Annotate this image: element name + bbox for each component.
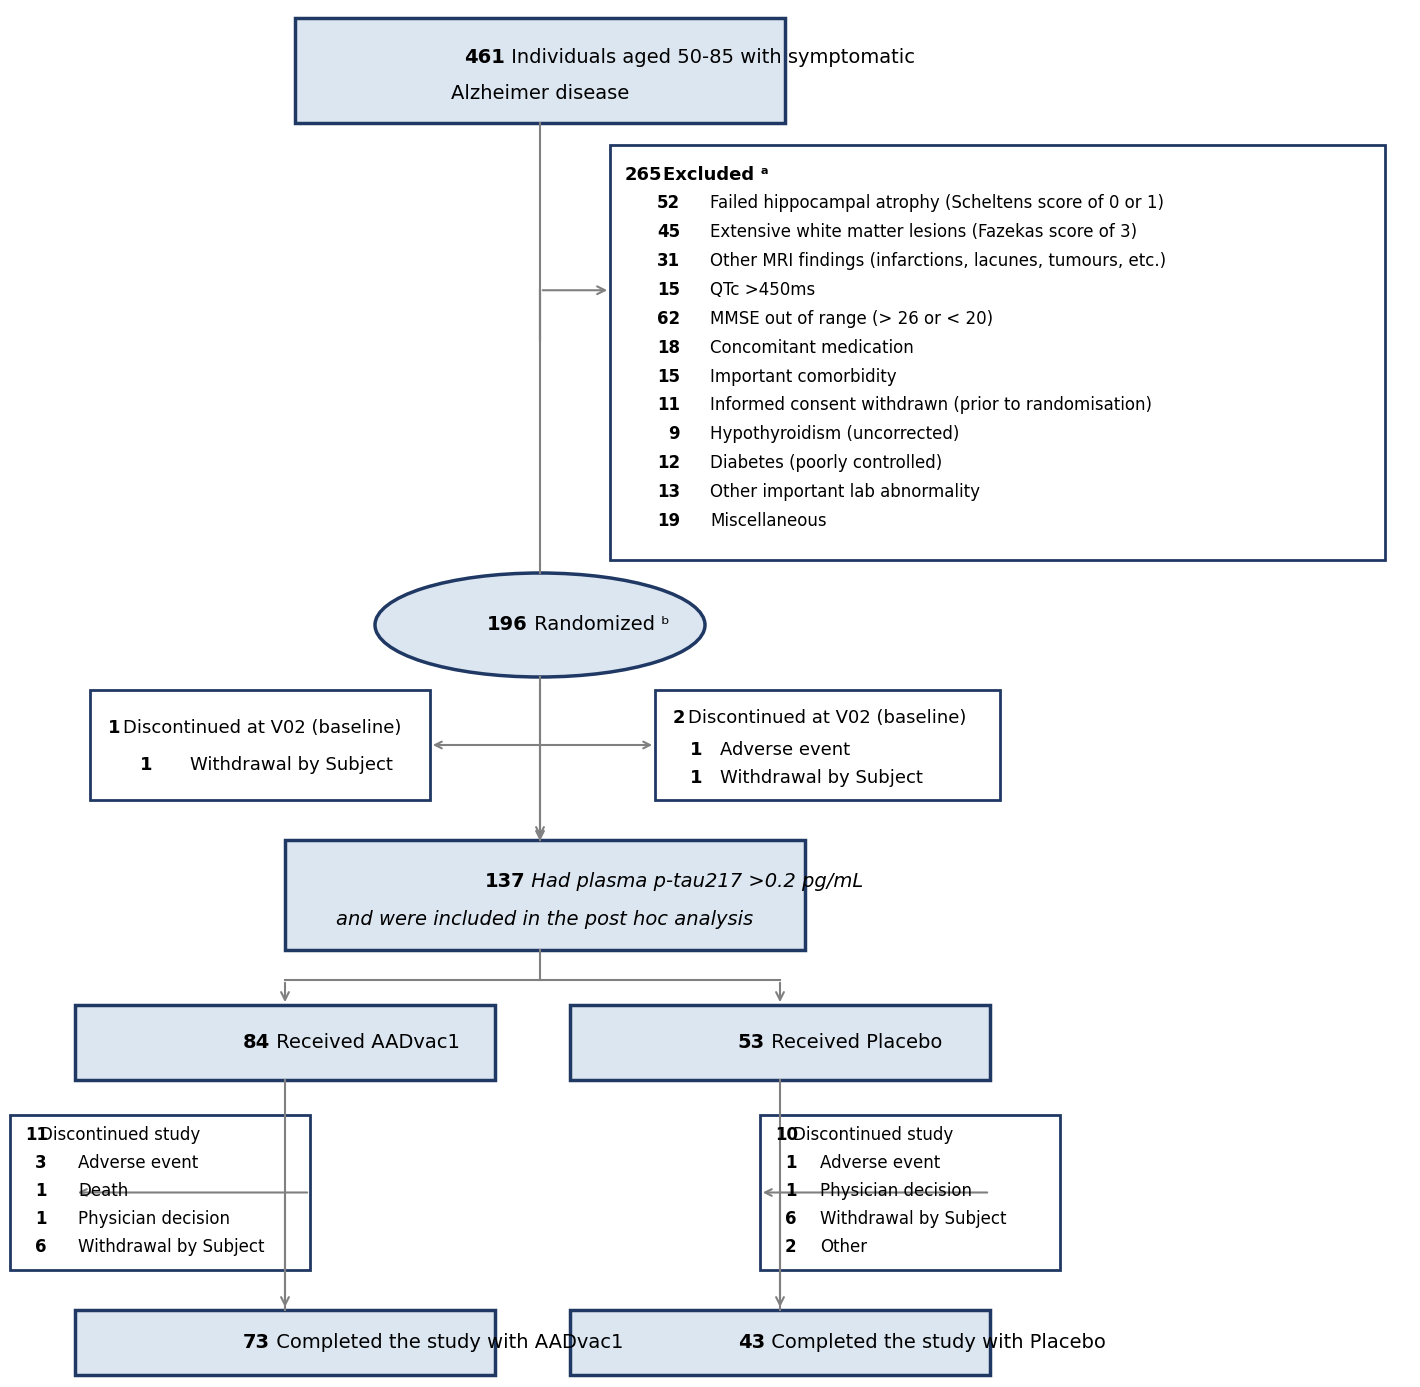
Text: Other MRI findings (infarctions, lacunes, tumours, etc.): Other MRI findings (infarctions, lacunes…: [710, 252, 1166, 270]
Text: 1: 1: [785, 1182, 797, 1200]
FancyBboxPatch shape: [75, 1006, 496, 1080]
Text: Adverse event: Adverse event: [78, 1154, 199, 1172]
Text: 137: 137: [484, 872, 525, 892]
Ellipse shape: [375, 573, 704, 677]
Text: 15: 15: [657, 280, 680, 298]
Text: 6: 6: [36, 1239, 47, 1257]
Text: Physician decision: Physician decision: [78, 1211, 230, 1229]
Text: Randomized ᵇ: Randomized ᵇ: [528, 616, 670, 634]
Text: 6: 6: [785, 1211, 797, 1229]
FancyBboxPatch shape: [295, 18, 785, 123]
Text: Individuals aged 50-85 with symptomatic: Individuals aged 50-85 with symptomatic: [506, 49, 914, 68]
Text: 84: 84: [243, 1033, 270, 1051]
Text: 9: 9: [669, 426, 680, 444]
Text: Discontinued study: Discontinued study: [40, 1126, 200, 1144]
Text: Received AADvac1: Received AADvac1: [270, 1033, 460, 1051]
Text: 19: 19: [657, 512, 680, 530]
FancyBboxPatch shape: [569, 1006, 990, 1080]
Text: Physician decision: Physician decision: [819, 1182, 973, 1200]
Text: Important comorbidity: Important comorbidity: [710, 368, 896, 386]
Text: and were included in the post hoc analysis: and were included in the post hoc analys…: [337, 910, 754, 929]
Text: Excluded ᵃ: Excluded ᵃ: [663, 166, 768, 184]
Text: Failed hippocampal atrophy (Scheltens score of 0 or 1): Failed hippocampal atrophy (Scheltens sc…: [710, 194, 1164, 212]
Text: 62: 62: [657, 309, 680, 327]
Text: Received Placebo: Received Placebo: [765, 1033, 943, 1051]
Text: Miscellaneous: Miscellaneous: [710, 512, 826, 530]
Text: 196: 196: [487, 616, 528, 634]
Text: 3: 3: [36, 1154, 47, 1172]
FancyBboxPatch shape: [611, 146, 1384, 560]
Text: Discontinued at V02 (baseline): Discontinued at V02 (baseline): [124, 718, 402, 736]
FancyBboxPatch shape: [285, 841, 805, 950]
Text: 1: 1: [785, 1154, 797, 1172]
Text: 13: 13: [657, 483, 680, 501]
Text: Other important lab abnormality: Other important lab abnormality: [710, 483, 980, 501]
Text: 31: 31: [657, 252, 680, 270]
Text: Other: Other: [819, 1239, 868, 1257]
Text: 1: 1: [36, 1211, 47, 1229]
Text: 2: 2: [785, 1239, 797, 1257]
Text: Alzheimer disease: Alzheimer disease: [452, 85, 629, 103]
Text: 461: 461: [464, 49, 506, 68]
Text: 11: 11: [26, 1126, 48, 1144]
FancyBboxPatch shape: [655, 689, 1000, 800]
FancyBboxPatch shape: [89, 689, 430, 800]
Text: Concomitant medication: Concomitant medication: [710, 338, 913, 356]
Text: Informed consent withdrawn (prior to randomisation): Informed consent withdrawn (prior to ran…: [710, 397, 1152, 415]
Text: 10: 10: [775, 1126, 798, 1144]
Text: Withdrawal by Subject: Withdrawal by Subject: [190, 756, 393, 774]
Text: MMSE out of range (> 26 or < 20): MMSE out of range (> 26 or < 20): [710, 309, 993, 327]
Text: 1: 1: [36, 1182, 47, 1200]
Text: 15: 15: [657, 368, 680, 386]
Text: Completed the study with AADvac1: Completed the study with AADvac1: [270, 1333, 623, 1352]
Text: 11: 11: [657, 397, 680, 415]
Text: 43: 43: [738, 1333, 765, 1352]
Text: Diabetes (poorly controlled): Diabetes (poorly controlled): [710, 455, 943, 472]
Text: Hypothyroidism (uncorrected): Hypothyroidism (uncorrected): [710, 426, 960, 444]
Text: QTc >450ms: QTc >450ms: [710, 280, 815, 298]
Text: Adverse event: Adverse event: [819, 1154, 940, 1172]
FancyBboxPatch shape: [10, 1115, 310, 1270]
Text: 1: 1: [141, 756, 152, 774]
FancyBboxPatch shape: [75, 1309, 496, 1375]
Text: Death: Death: [78, 1182, 128, 1200]
Text: Withdrawal by Subject: Withdrawal by Subject: [78, 1239, 264, 1257]
Text: Had plasma p-tau217 >0.2 pg/mL: Had plasma p-tau217 >0.2 pg/mL: [525, 872, 863, 892]
FancyBboxPatch shape: [760, 1115, 1059, 1270]
Text: 12: 12: [657, 455, 680, 472]
Text: 73: 73: [243, 1333, 270, 1352]
Text: Adverse event: Adverse event: [720, 741, 851, 759]
Text: 18: 18: [657, 338, 680, 356]
Text: 265: 265: [625, 166, 663, 184]
Text: Discontinued at V02 (baseline): Discontinued at V02 (baseline): [689, 709, 967, 727]
Text: 52: 52: [657, 194, 680, 212]
Text: 45: 45: [657, 223, 680, 241]
Text: 53: 53: [738, 1033, 765, 1051]
Text: 1: 1: [690, 741, 703, 759]
Text: Withdrawal by Subject: Withdrawal by Subject: [819, 1211, 1007, 1229]
Text: 1: 1: [108, 718, 121, 736]
Text: 2: 2: [673, 709, 686, 727]
Text: Discontinued study: Discontinued study: [792, 1126, 953, 1144]
Text: Withdrawal by Subject: Withdrawal by Subject: [720, 768, 923, 786]
Text: Completed the study with Placebo: Completed the study with Placebo: [765, 1333, 1106, 1352]
FancyBboxPatch shape: [569, 1309, 990, 1375]
Text: 1: 1: [690, 768, 703, 786]
Text: Extensive white matter lesions (Fazekas score of 3): Extensive white matter lesions (Fazekas …: [710, 223, 1137, 241]
